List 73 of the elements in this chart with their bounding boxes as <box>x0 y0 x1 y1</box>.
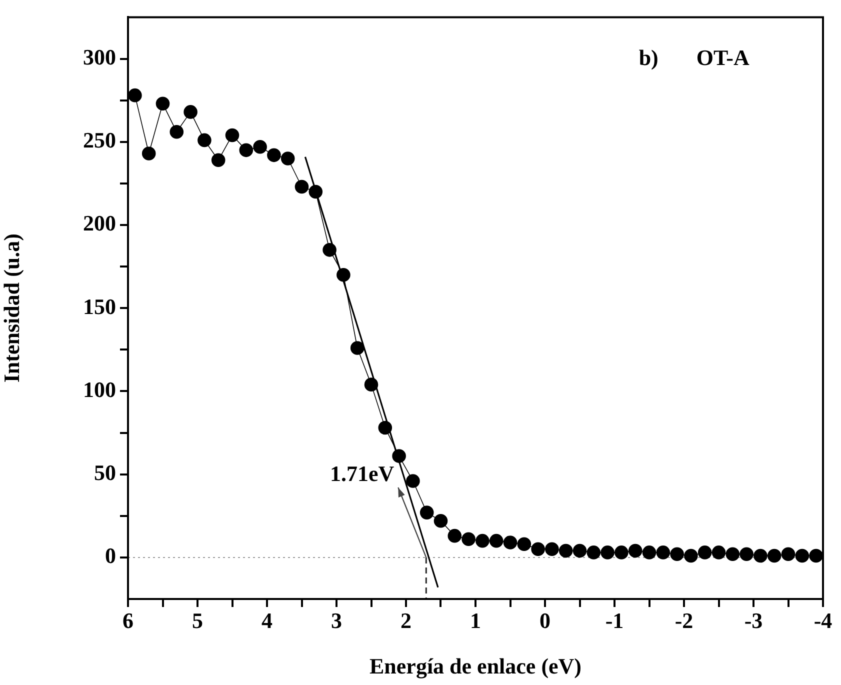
point <box>572 544 587 558</box>
x-tick-label: 2 <box>400 608 412 633</box>
x-tick-label: 4 <box>262 608 272 633</box>
annotation: 1.71eV <box>330 461 394 486</box>
y-tick-label: 100 <box>83 376 116 402</box>
x-tick-label: 3 <box>331 608 342 633</box>
point <box>156 96 170 111</box>
point <box>448 528 462 543</box>
y-tick-label: 150 <box>83 294 116 319</box>
x-tick-label: -4 <box>814 608 832 633</box>
point <box>684 548 698 563</box>
point <box>211 153 226 168</box>
point <box>531 542 545 556</box>
x-tick-label: 1 <box>470 608 481 633</box>
annotation: b) <box>638 44 658 70</box>
x-tick-label: 5 <box>192 608 203 633</box>
x-tick-label: 6 <box>122 608 134 633</box>
point <box>517 537 532 552</box>
point <box>364 378 378 392</box>
point <box>795 548 810 563</box>
point <box>336 268 350 282</box>
point <box>489 534 504 548</box>
point <box>656 546 670 560</box>
point <box>614 546 628 560</box>
y-tick-label: 300 <box>83 44 116 70</box>
y-axis-title: Intensidad (u.a) <box>0 234 24 383</box>
point <box>406 474 420 488</box>
point <box>809 548 823 563</box>
point <box>392 449 406 463</box>
x-axis-title: Energía de enlace (eV) <box>370 653 582 678</box>
annotation: OT-A <box>696 44 750 70</box>
point <box>628 544 642 558</box>
point <box>294 180 309 194</box>
point <box>184 105 198 119</box>
point <box>642 546 656 560</box>
point <box>462 532 476 546</box>
point <box>198 133 212 148</box>
point <box>670 547 684 562</box>
y-tick-label: 250 <box>83 128 116 153</box>
point <box>142 146 156 160</box>
x-tick-label: 0 <box>540 608 550 633</box>
point <box>586 546 601 560</box>
point <box>280 152 295 166</box>
point <box>322 243 336 257</box>
point <box>740 547 754 562</box>
point <box>503 536 518 550</box>
point <box>558 544 573 558</box>
point <box>767 548 782 563</box>
point <box>128 88 142 102</box>
point <box>712 546 726 560</box>
point <box>308 184 323 199</box>
y-tick-label: 50 <box>94 460 116 486</box>
point <box>476 534 490 548</box>
point <box>350 341 364 355</box>
x-tick-label: -2 <box>674 608 694 633</box>
point <box>420 506 434 520</box>
point <box>726 547 740 562</box>
point <box>170 125 184 139</box>
point <box>698 546 712 560</box>
x-tick-label: -1 <box>605 608 624 633</box>
point <box>239 143 254 158</box>
y-tick-label: 200 <box>83 210 116 236</box>
point <box>378 420 392 435</box>
point <box>545 542 559 556</box>
point <box>754 548 768 563</box>
y-tick-label: 0 <box>105 543 116 568</box>
point <box>781 547 796 562</box>
point <box>225 128 240 142</box>
point <box>600 546 614 560</box>
point <box>434 514 448 528</box>
x-tick-label: -3 <box>744 608 763 633</box>
point <box>253 140 267 154</box>
point <box>267 148 281 162</box>
